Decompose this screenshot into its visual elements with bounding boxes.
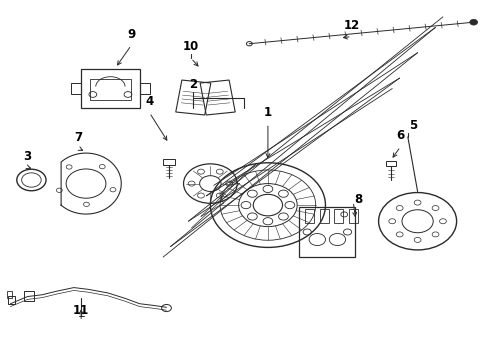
Text: 2: 2	[189, 78, 197, 91]
Bar	[333, 209, 343, 223]
Bar	[305, 209, 313, 223]
Text: 5: 5	[408, 118, 416, 132]
Text: 6: 6	[396, 129, 404, 142]
Text: 9: 9	[127, 28, 135, 41]
Text: 12: 12	[343, 19, 359, 32]
Bar	[90, 79, 131, 100]
Text: 11: 11	[73, 304, 89, 317]
Bar	[70, 83, 81, 94]
Bar	[163, 159, 174, 165]
Bar	[8, 296, 15, 304]
Bar	[319, 209, 328, 223]
Bar	[140, 83, 150, 94]
Bar	[299, 207, 355, 257]
Text: 7: 7	[75, 131, 82, 144]
Text: 3: 3	[23, 150, 32, 163]
Bar	[348, 209, 357, 223]
Bar	[81, 69, 140, 108]
Circle shape	[469, 19, 477, 25]
Text: 1: 1	[264, 106, 271, 119]
Text: 8: 8	[353, 193, 362, 206]
Text: 4: 4	[145, 95, 153, 108]
Bar	[6, 291, 12, 298]
Text: 10: 10	[183, 40, 199, 53]
Bar	[385, 161, 395, 166]
Bar	[24, 291, 34, 301]
